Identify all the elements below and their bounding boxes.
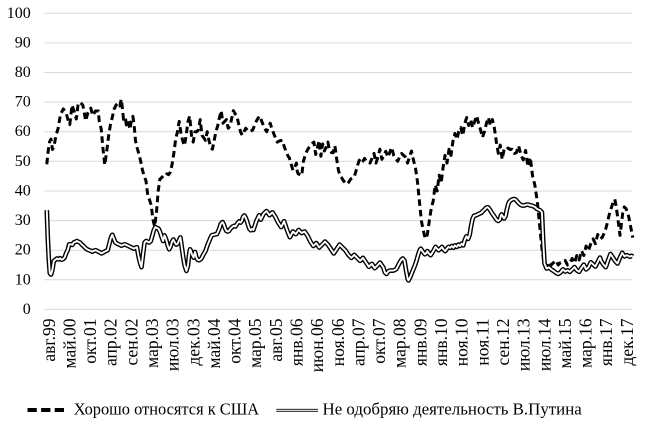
svg-text:июн.06: июн.06 [307,318,327,372]
svg-text:мар.03: мар.03 [142,318,162,368]
svg-text:окт.07: окт.07 [369,318,389,363]
svg-text:июл.14: июл.14 [534,318,554,371]
svg-text:мар.16: мар.16 [576,318,596,368]
svg-text:дек.17: дек.17 [617,318,637,365]
svg-text:июл.13: июл.13 [514,318,534,371]
svg-text:сен.12: сен.12 [493,319,513,366]
svg-text:Не одобряю деятельность В.Пути: Не одобряю деятельность В.Путина [323,400,583,419]
svg-text:янв.06: янв.06 [287,318,307,366]
svg-text:мар.05: мар.05 [245,318,265,368]
svg-text:Хорошо относятся к США: Хорошо относятся к США [74,400,259,419]
svg-text:10: 10 [15,271,31,288]
svg-text:окт.04: окт.04 [225,318,245,363]
svg-text:май.00: май.00 [59,318,79,368]
svg-text:60: 60 [15,123,31,140]
svg-text:100: 100 [7,5,31,22]
svg-text:30: 30 [15,212,31,229]
svg-text:апр.07: апр.07 [349,318,369,366]
svg-text:90: 90 [15,34,31,51]
svg-text:янв.09: янв.09 [410,318,430,366]
svg-text:ноя.06: ноя.06 [328,318,348,366]
svg-text:май.04: май.04 [204,318,224,368]
svg-text:0: 0 [23,301,31,318]
svg-text:янв.10: янв.10 [431,318,451,366]
svg-text:50: 50 [15,153,31,170]
svg-text:70: 70 [15,94,31,111]
svg-text:июл.03: июл.03 [163,318,183,371]
svg-text:апр.02: апр.02 [101,319,121,367]
svg-text:сен.02: сен.02 [121,319,141,366]
svg-text:окт.01: окт.01 [80,319,100,364]
svg-text:ноя.11: ноя.11 [472,319,492,366]
svg-text:40: 40 [15,183,31,200]
svg-text:янв.17: янв.17 [596,318,616,366]
svg-text:дек.03: дек.03 [183,318,203,365]
svg-text:май.15: май.15 [555,318,575,368]
svg-text:20: 20 [15,242,31,259]
svg-text:авг.05: авг.05 [266,318,286,361]
svg-text:авг.99: авг.99 [39,318,59,361]
svg-text:мар.08: мар.08 [390,318,410,368]
svg-text:80: 80 [15,64,31,81]
svg-text:ноя.10: ноя.10 [452,318,472,366]
